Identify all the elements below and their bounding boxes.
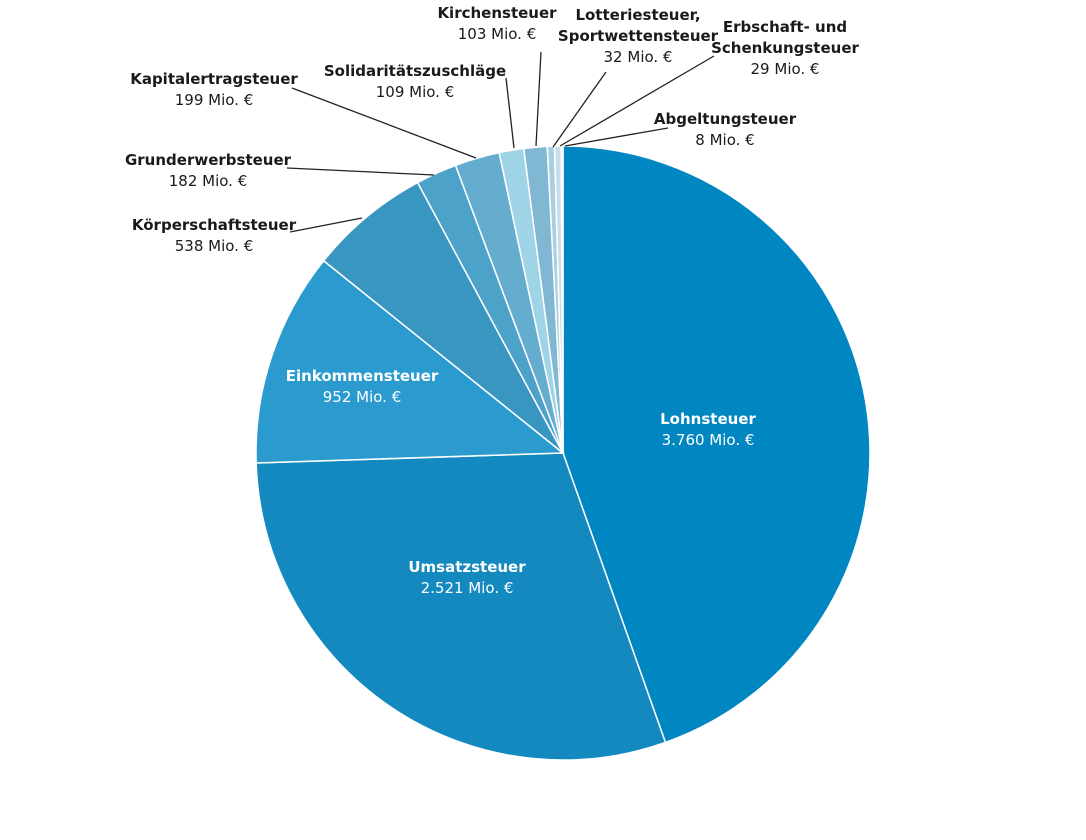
slice-label-name-erbschaft-und-schenkungsteuer-2: Schenkungsteuer — [711, 39, 859, 57]
slice-label-value-umsatzsteuer: 2.521 Mio. € — [421, 579, 514, 597]
slice-label-name-kapitalertragsteuer: Kapitalertragsteuer — [130, 70, 298, 88]
pie-slice-koerperschaftsteuer — [322, 181, 564, 454]
slice-label-name-erbschaft-und-schenkungsteuer-1: Erbschaft- und — [723, 18, 847, 36]
slice-label-value-lotteriesteuer-sportwettensteuer: 32 Mio. € — [604, 48, 673, 66]
slice-label-name-umsatzsteuer: Umsatzsteuer — [408, 558, 526, 576]
leader-line-erbschaft-und-schenkungsteuer — [559, 55, 715, 147]
slice-label-name-koerperschaftsteuer: Körperschaftsteuer — [132, 216, 297, 234]
leader-lines — [286, 51, 715, 233]
pie-slice-lohnsteuer — [562, 145, 871, 744]
slice-label-value-solidaritaetszuschlaege: 109 Mio. € — [376, 83, 455, 101]
slice-label-value-lohnsteuer: 3.760 Mio. € — [662, 431, 755, 449]
leader-line-koerperschaftsteuer — [289, 217, 363, 233]
slice-label-name-lotteriesteuer-sportwettensteuer-1: Lotteriesteuer, — [575, 6, 700, 24]
slice-labels: Lohnsteuer 3.760 Mio. € Umsatzsteuer 2.521 … — [125, 4, 860, 597]
slice-label-value-einkommensteuer: 952 Mio. € — [323, 388, 402, 406]
leader-line-lotteriesteuer-sportwettensteuer — [552, 71, 607, 148]
slice-label-name-einkommensteuer: Einkommensteuer — [286, 367, 439, 385]
leader-line-abgeltungsteuer — [564, 127, 669, 147]
slice-label-name-kirchensteuer: Kirchensteuer — [437, 4, 557, 22]
pie-slices — [255, 145, 871, 761]
pie-slice-einkommensteuer — [255, 259, 566, 464]
leader-line-grunderwerbsteuer — [286, 167, 435, 176]
leader-line-solidaritaetszuschlaege — [505, 77, 515, 149]
slice-label-value-koerperschaftsteuer: 538 Mio. € — [175, 237, 254, 255]
slice-label-name-grunderwerbsteuer: Grunderwerbsteuer — [125, 151, 292, 169]
leader-line-kapitalertragsteuer — [291, 87, 477, 159]
slice-label-value-kirchensteuer: 103 Mio. € — [458, 25, 537, 43]
slice-label-name-solidaritaetszuschlaege: Solidaritätszuschläge — [324, 62, 506, 80]
slice-label-name-lohnsteuer: Lohnsteuer — [660, 410, 756, 428]
slice-label-value-grunderwerbsteuer: 182 Mio. € — [169, 172, 248, 190]
slice-label-value-erbschaft-und-schenkungsteuer: 29 Mio. € — [751, 60, 820, 78]
pie-slice-umsatzsteuer — [255, 452, 667, 761]
leader-line-kirchensteuer — [535, 51, 542, 147]
slice-label-value-kapitalertragsteuer: 199 Mio. € — [175, 91, 254, 109]
slice-label-value-abgeltungsteuer: 8 Mio. € — [695, 131, 754, 149]
slice-label-name-lotteriesteuer-sportwettensteuer-2: Sportwettensteuer — [558, 27, 719, 45]
slice-label-name-abgeltungsteuer: Abgeltungsteuer — [654, 110, 797, 128]
